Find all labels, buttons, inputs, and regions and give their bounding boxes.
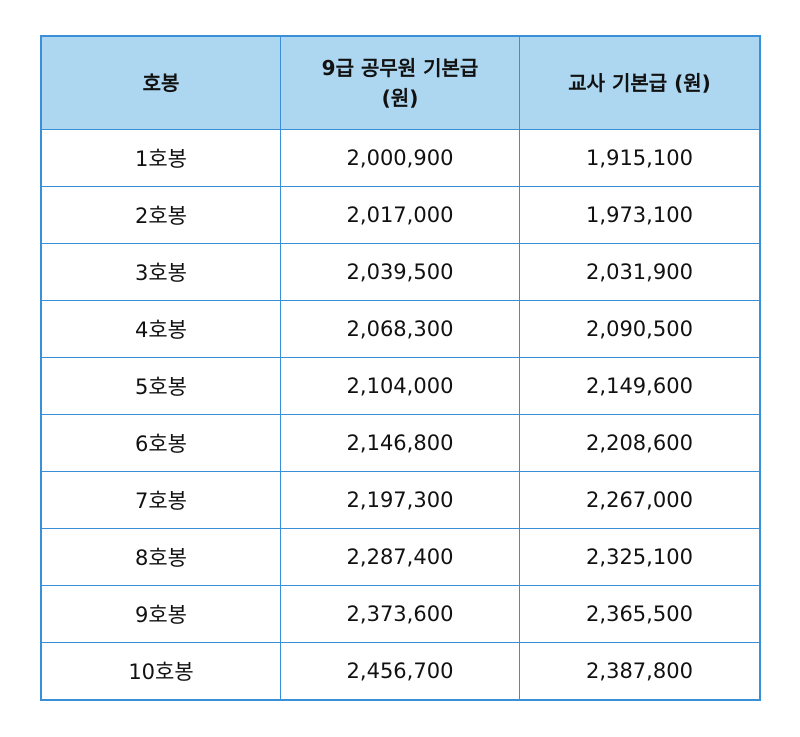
table-body: 1호봉 2,000,900 1,915,100 2호봉 2,017,000 1,…	[40, 129, 761, 701]
header-step: 호봉	[40, 35, 281, 130]
cell-step: 10호봉	[40, 642, 281, 701]
cell-teacher-pay: 2,031,900	[519, 243, 761, 301]
table-row: 3호봉 2,039,500 2,031,900	[40, 243, 761, 301]
cell-step: 5호봉	[40, 357, 281, 415]
cell-civil-pay: 2,000,900	[280, 129, 520, 187]
cell-step: 7호봉	[40, 471, 281, 529]
cell-civil-pay: 2,068,300	[280, 300, 520, 358]
table-row: 2호봉 2,017,000 1,973,100	[40, 186, 761, 244]
table-row: 7호봉 2,197,300 2,267,000	[40, 471, 761, 529]
cell-step: 4호봉	[40, 300, 281, 358]
table-row: 9호봉 2,373,600 2,365,500	[40, 585, 761, 643]
cell-teacher-pay: 2,365,500	[519, 585, 761, 643]
table-row: 5호봉 2,104,000 2,149,600	[40, 357, 761, 415]
cell-civil-pay: 2,287,400	[280, 528, 520, 586]
cell-teacher-pay: 2,208,600	[519, 414, 761, 472]
cell-teacher-pay: 1,915,100	[519, 129, 761, 187]
cell-teacher-pay: 1,973,100	[519, 186, 761, 244]
table-header: 호봉 9급 공무원 기본급 (원) 교사 기본급 (원)	[40, 35, 761, 130]
header-step-label: 호봉	[142, 71, 180, 95]
cell-teacher-pay: 2,090,500	[519, 300, 761, 358]
cell-teacher-pay: 2,267,000	[519, 471, 761, 529]
cell-step: 2호봉	[40, 186, 281, 244]
salary-table: 호봉 9급 공무원 기본급 (원) 교사 기본급 (원) 1호봉 2,000,9…	[40, 35, 761, 701]
table-row: 8호봉 2,287,400 2,325,100	[40, 528, 761, 586]
cell-civil-pay: 2,373,600	[280, 585, 520, 643]
header-teacher-label: 교사 기본급 (원)	[568, 71, 711, 95]
cell-teacher-pay: 2,325,100	[519, 528, 761, 586]
header-civil-label-line1: 9급 공무원 기본급	[321, 56, 479, 80]
header-row: 호봉 9급 공무원 기본급 (원) 교사 기본급 (원)	[40, 35, 761, 130]
table-row: 1호봉 2,000,900 1,915,100	[40, 129, 761, 187]
cell-step: 1호봉	[40, 129, 281, 187]
cell-step: 9호봉	[40, 585, 281, 643]
cell-step: 6호봉	[40, 414, 281, 472]
cell-step: 8호봉	[40, 528, 281, 586]
header-teacher-pay: 교사 기본급 (원)	[519, 35, 761, 130]
cell-civil-pay: 2,017,000	[280, 186, 520, 244]
table-row: 6호봉 2,146,800 2,208,600	[40, 414, 761, 472]
cell-civil-pay: 2,456,700	[280, 642, 520, 701]
cell-civil-pay: 2,039,500	[280, 243, 520, 301]
salary-table-container: 호봉 9급 공무원 기본급 (원) 교사 기본급 (원) 1호봉 2,000,9…	[40, 35, 761, 701]
cell-civil-pay: 2,146,800	[280, 414, 520, 472]
cell-teacher-pay: 2,387,800	[519, 642, 761, 701]
cell-civil-pay: 2,104,000	[280, 357, 520, 415]
cell-civil-pay: 2,197,300	[280, 471, 520, 529]
table-row: 4호봉 2,068,300 2,090,500	[40, 300, 761, 358]
header-civil-servant-pay: 9급 공무원 기본급 (원)	[280, 35, 520, 130]
cell-teacher-pay: 2,149,600	[519, 357, 761, 415]
table-row: 10호봉 2,456,700 2,387,800	[40, 642, 761, 701]
cell-step: 3호봉	[40, 243, 281, 301]
header-civil-label-line2: (원)	[381, 86, 419, 110]
